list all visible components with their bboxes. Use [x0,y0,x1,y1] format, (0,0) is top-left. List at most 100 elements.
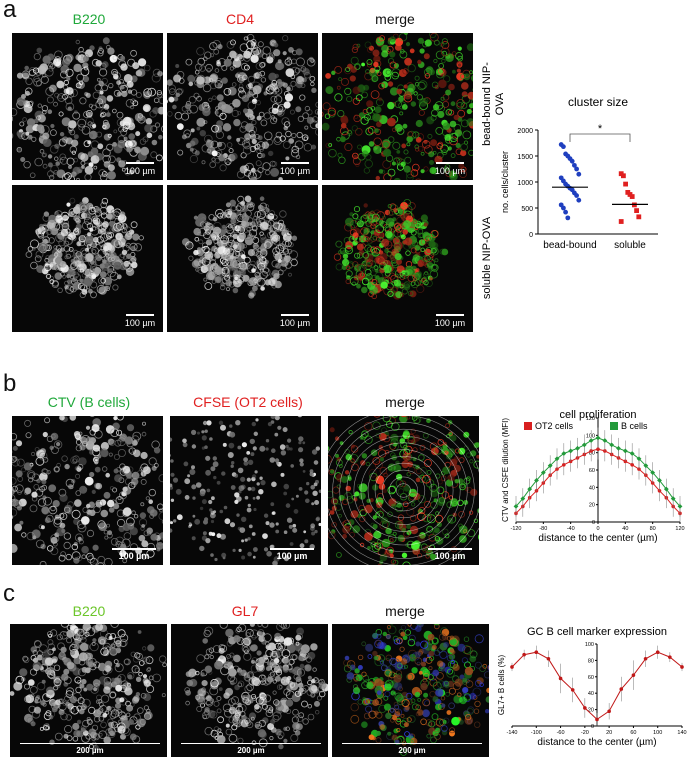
data-point [510,665,514,669]
y-tick-label: 1000 [517,180,533,187]
data-point [670,496,676,501]
panel-c-letter: c [3,580,15,607]
scale-bar-label: 100 µm [279,318,311,328]
significance-bracket [569,133,631,142]
x-tick-label: -120 [510,526,521,532]
data-point [643,463,649,469]
y-tick-label: 0 [529,232,533,239]
panel-a-channel-b220: B220 [72,11,106,27]
y-tick-label: 100 [585,642,594,648]
data-point [618,219,624,224]
y-tick-label: 100 [586,433,595,439]
data-point [637,467,641,471]
data-point [595,717,599,722]
x-tick-label: 0 [596,526,599,532]
data-point [607,709,611,714]
scale-bar-label: 100 µm [124,318,156,328]
cell-texture [10,624,167,751]
chart-title: cell proliferation [559,409,636,421]
x-tick-label: -140 [506,730,517,736]
data-point [657,478,662,483]
data-point [680,665,684,669]
data-point [588,438,594,443]
scale-bar-label: 100 µm [279,166,311,176]
y-tick-label: 500 [521,206,533,213]
data-point [631,673,636,677]
data-point [562,463,566,467]
micrograph-b-merge [328,416,479,565]
y-tick-label: 2000 [517,128,533,135]
data-point [636,456,642,462]
data-point [634,208,639,213]
micrograph-a-b220-soluble [12,185,163,332]
panel-a-channel-cd4: CD4 [225,11,254,27]
micrograph-a-merge-soluble [322,185,473,332]
data-point [668,655,672,659]
chart-cluster-size: cluster size 0 500 1000 1500 2000 no. cells/cl… [500,95,658,251]
y-tick-label: 80 [589,451,595,457]
data-point [561,144,566,150]
scale-bar-label: 100 µm [276,551,308,561]
micrograph-a-cd4-bead [167,33,318,180]
data-point [534,650,539,654]
significance-star: * [598,123,603,135]
x-tick-label: -80 [539,526,547,532]
chart-title: GC B cell marker expression [527,626,667,638]
panel-b-channel-merge: merge [385,394,425,410]
data-point [621,173,626,179]
cell-texture [167,33,318,180]
data-point [534,478,539,483]
data-point [650,470,656,475]
data-point [570,688,575,692]
data-point [569,158,575,164]
panel-a-letter: a [3,0,17,23]
cell-texture [343,624,489,756]
x-axis-label: distance to the center (µm) [538,533,657,544]
data-point [576,171,582,177]
data-point [546,656,551,661]
legend-label: OT2 cells [535,421,574,431]
data-point [540,470,546,475]
data-point [589,449,593,453]
y-tick-label: 20 [589,503,595,509]
cell-texture [322,33,473,180]
cell-texture [181,195,299,299]
scale-bar [342,743,482,744]
x-tick-label: 80 [650,526,656,532]
scale-bar-label: 100 µm [434,318,466,328]
cell-texture [328,416,479,565]
data-point [602,438,608,443]
micrograph-a-cd4-soluble [167,185,318,332]
y-tick-label: 60 [588,675,594,681]
y-tick-label: 60 [589,468,595,474]
distance-contours [328,416,479,565]
cell-texture [12,416,163,565]
scale-bar [436,162,464,164]
scale-bar [428,548,472,550]
micrograph-a-merge-bead [322,33,473,180]
data-point [663,486,669,492]
series-bead-bound [558,142,582,221]
scale-bar [112,548,156,550]
data-point [616,445,621,451]
data-point [575,445,580,451]
y-tick-label: 0 [591,724,594,730]
chart-gc-marker: GC B cell marker expression 0 20 40 60 80 100 -… [497,626,687,748]
x-tick-label: -60 [557,730,565,736]
cell-texture [12,37,163,180]
scale-bar [126,162,154,164]
series-GL7+ [510,645,684,726]
cell-texture [184,624,328,750]
x-tick-label: 40 [622,526,628,532]
data-point [622,448,628,454]
cell-texture [170,416,321,565]
x-axis-label: distance to the center (µm) [537,737,656,748]
data-point [527,486,533,492]
x-tick-label: -40 [567,526,575,532]
micrograph-c-merge [332,624,489,757]
data-point [595,435,601,441]
panel-c-channel-gl7: GL7 [231,603,259,619]
cell-texture [333,198,449,300]
data-point [655,650,660,654]
data-point [609,442,615,448]
